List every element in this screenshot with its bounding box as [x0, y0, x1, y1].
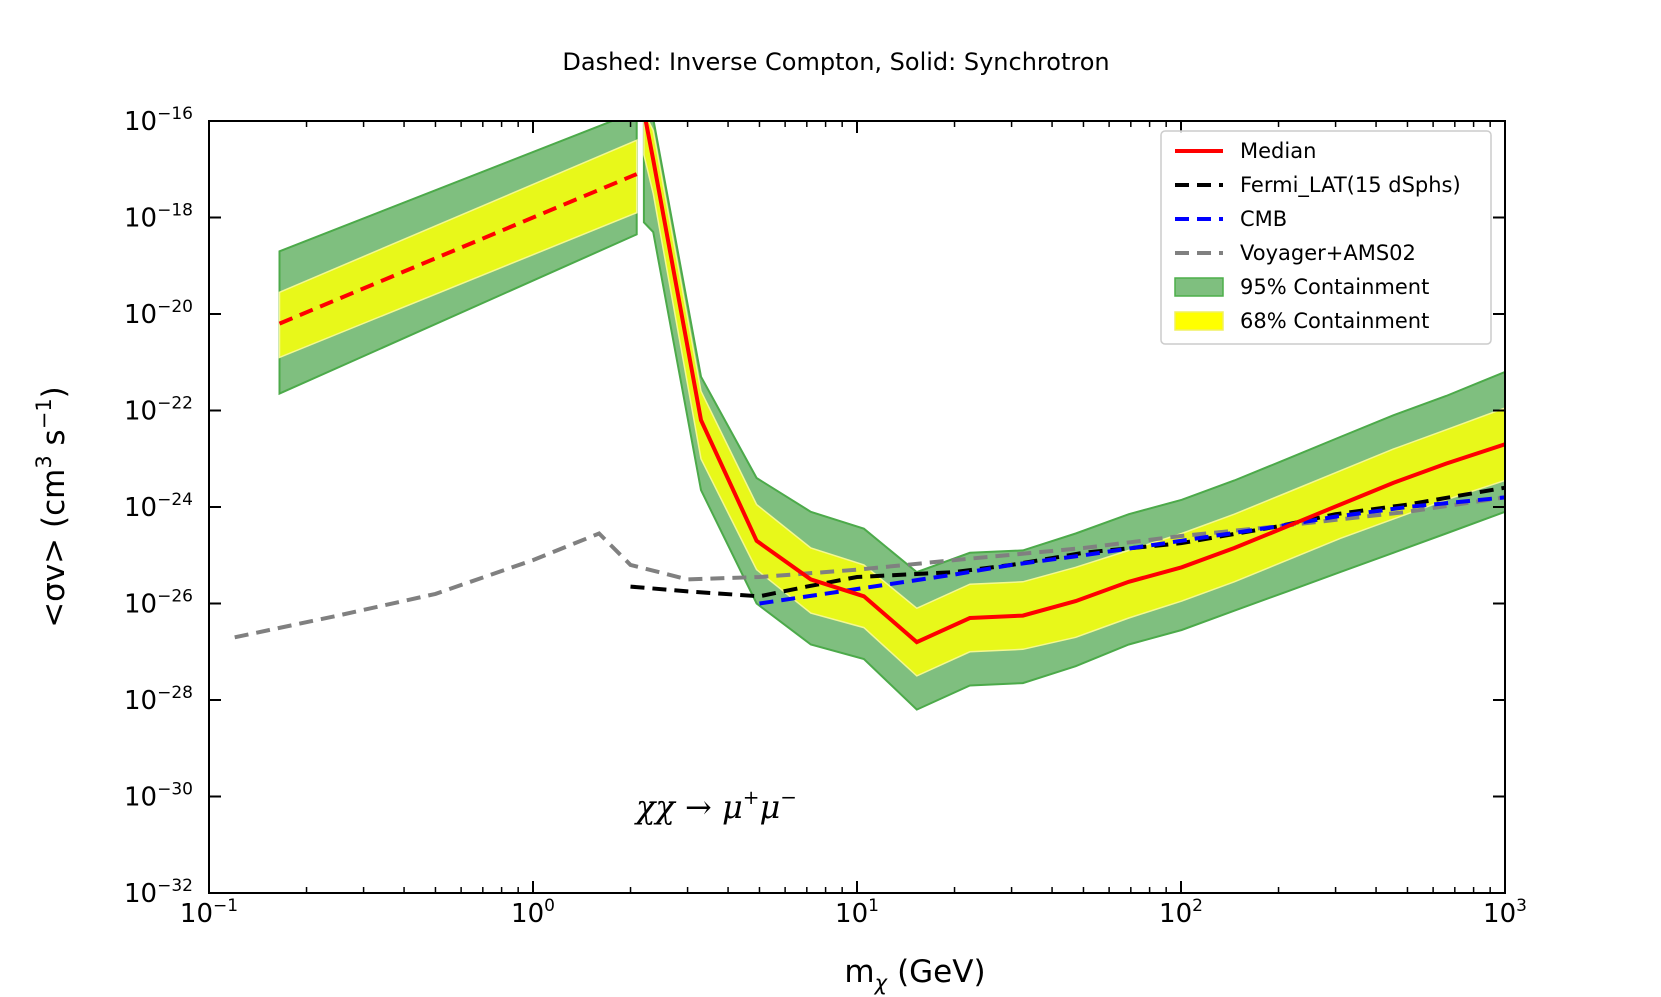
cmb-line — [759, 495, 1505, 606]
legend-item: Voyager+AMS02 — [1175, 241, 1416, 265]
x-tick-label: 101 — [835, 896, 879, 929]
y-tick-label: 10−20 — [124, 297, 193, 330]
x-axis-title: mχ (GeV) — [844, 954, 985, 995]
process-annotation: χχ → μ+μ− — [634, 785, 797, 826]
legend-item: Fermi_LAT(15 dSphs) — [1175, 173, 1461, 198]
legend-label: 68% Containment — [1240, 309, 1429, 333]
legend-label: 95% Containment — [1240, 275, 1429, 299]
legend: Median Fermi_LAT(15 dSphs) CMB Voyager+AMS0… — [1160, 130, 1492, 345]
legend-item: 68% Containment — [1174, 309, 1429, 333]
y-tick-label: 10−22 — [124, 394, 193, 427]
y-tick-label: 10−28 — [124, 683, 193, 716]
legend-box — [1160, 130, 1492, 345]
axis-ticks — [208, 120, 1506, 894]
legend-label: Median — [1240, 139, 1316, 163]
y-tick-label: 10−30 — [124, 780, 193, 813]
y-tick-label: 10−18 — [124, 201, 193, 234]
x-tick-label: 103 — [1483, 896, 1527, 929]
band68-synchrotron — [643, 121, 1505, 677]
x-tick-labels: 10−1 100 101 102 103 — [180, 896, 1527, 929]
plot-area — [234, 121, 1505, 711]
legend-swatch — [1174, 311, 1224, 331]
y-axis-title: <σv> (cm3 s−1) — [32, 386, 72, 628]
x-tick-label: 100 — [511, 896, 555, 929]
chart-title: Dashed: Inverse Compton, Solid: Synchrot… — [562, 48, 1109, 76]
y-tick-labels: 10−16 10−18 10−20 10−22 10−24 10−26 10−28 10−30… — [124, 104, 193, 909]
legend-label: Fermi_LAT(15 dSphs) — [1240, 173, 1461, 198]
legend-swatch — [1174, 277, 1224, 297]
x-tick-label: 10−1 — [180, 896, 238, 929]
y-tick-label: 10−16 — [124, 104, 193, 137]
x-tick-label: 102 — [1159, 896, 1203, 929]
y-tick-label: 10−24 — [124, 490, 193, 523]
legend-item: CMB — [1175, 207, 1287, 231]
y-tick-label: 10−26 — [124, 587, 193, 620]
legend-item: Median — [1175, 139, 1316, 163]
legend-label: Voyager+AMS02 — [1240, 241, 1416, 265]
band68-inverse-compton — [278, 139, 638, 359]
legend-label: CMB — [1240, 207, 1287, 231]
median-synchrotron-line — [643, 121, 1505, 645]
legend-item: 95% Containment — [1174, 275, 1429, 299]
y-tick-label: 10−32 — [124, 876, 193, 909]
